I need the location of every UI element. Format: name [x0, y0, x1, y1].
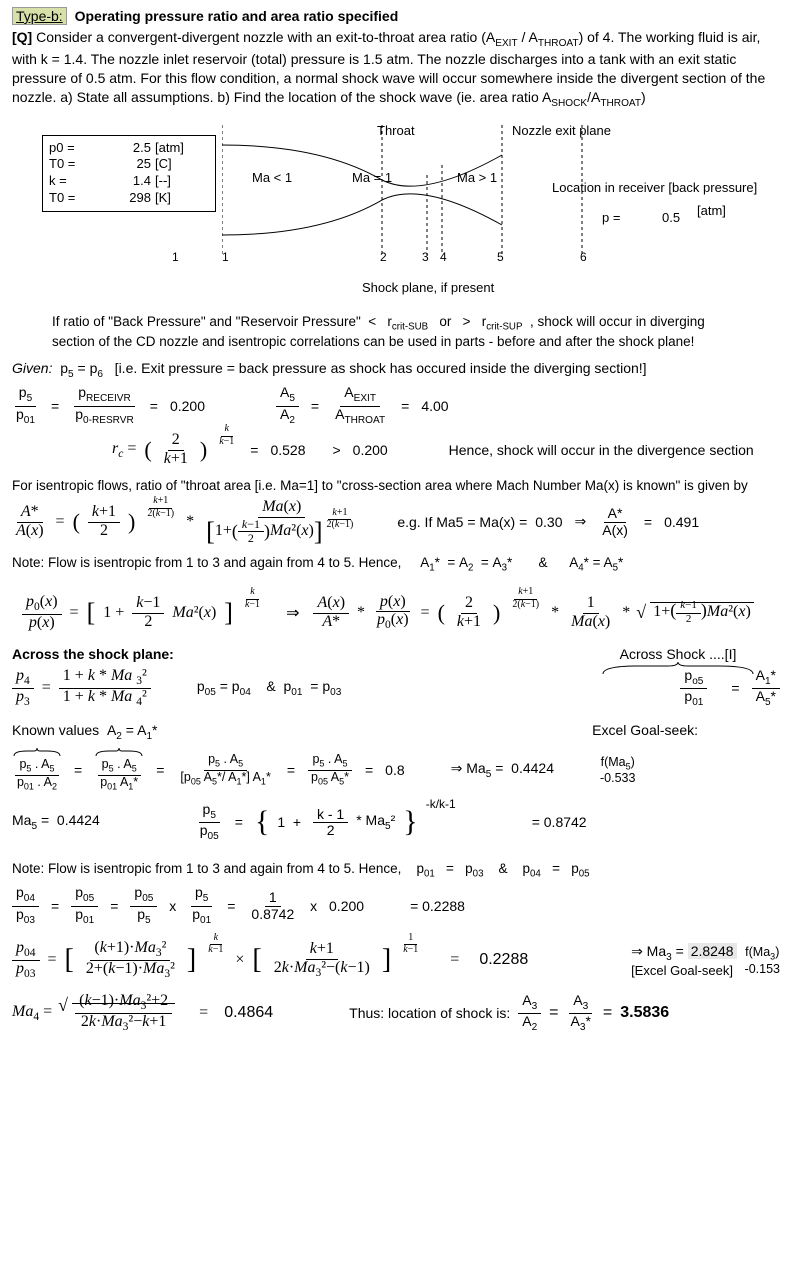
exit-label: Nozzle exit plane — [512, 123, 611, 138]
p-eq: p = — [602, 210, 620, 225]
given-label: Given: — [12, 360, 52, 376]
isentropic-note: For isentropic flows, ratio of "throat a… — [12, 478, 788, 493]
inp-v0: 2.5 — [91, 140, 155, 157]
inp-v2: 1.4 — [91, 173, 155, 190]
eg-arrow: ⇒ — [571, 513, 591, 530]
known-val: 0.8 — [385, 762, 404, 778]
st-1: 1 — [172, 250, 179, 264]
inp-u1: [C] — [155, 156, 200, 173]
isentropic-segments-note: Note: Flow is isentropic from 1 to 3 and… — [12, 555, 788, 574]
eg-res: 0.491 — [664, 514, 699, 530]
rc-ref: 0.200 — [353, 442, 403, 458]
ma-sub: Ma < 1 — [252, 170, 292, 185]
eq-p04-p03: p04p03 = p05p01 = p05p5 x p5p01 = 10.874… — [12, 885, 788, 926]
ma5-lhs: Ma5 = 0.4424 — [12, 812, 100, 832]
p04-res: = 0.2288 — [410, 898, 465, 914]
type-header: Type-b: Operating pressure ratio and are… — [12, 8, 788, 24]
across-shock-right: Across Shock ....[I] — [598, 646, 758, 679]
ma5-val: = 0.8742 — [532, 814, 587, 830]
p04-v1d: 0.8742 — [247, 907, 298, 922]
eg-mx: 0.30 — [535, 514, 562, 530]
across-shock-right-text: Across Shock ....[I] — [598, 646, 758, 662]
ma-sup: Ma > 1 — [457, 170, 497, 185]
rc-val: 0.528 — [270, 442, 320, 458]
eg-label: e.g. If Ma5 = Ma(x) = — [397, 514, 527, 530]
ma4-res: 3.5836 — [620, 1004, 669, 1022]
type-desc: Operating pressure ratio and area ratio … — [75, 8, 399, 24]
eq-p0-over-p: p0(x)p(x) = [ 1 + k−12 Ma²(x) ] kk−1 ⇒ A… — [22, 594, 788, 632]
p04-v2: 0.200 — [329, 898, 364, 914]
p04-v1n: 1 — [265, 890, 281, 907]
st-4: 4 — [440, 250, 447, 264]
nozzle-diagram: p0 =2.5[atm] T0 =25[C] k =1.4[--] T0 =29… — [22, 125, 782, 305]
known-values-row: Known values A2 = A1* Excel Goal-seek: — [12, 722, 788, 742]
rc-note: Hence, shock will occur in the divergenc… — [449, 442, 754, 458]
shock-condition-note: If ratio of "Back Pressure" and "Reservo… — [52, 313, 788, 352]
given-line: Given: p5 = p6 [i.e. Exit pressure = bac… — [12, 360, 788, 380]
eq-area-ratio-formula: A*A(x) = ( k+12 ) k+12(k−1) * Ma(x) [1+(… — [12, 499, 788, 545]
isen-note2-text: Note: Flow is isentropic from 1 to 3 and… — [12, 861, 401, 876]
ma3-res: 2.8248 — [688, 943, 737, 959]
known-fv: -0.533 — [600, 771, 635, 785]
throat-label: Throat — [377, 123, 415, 138]
inp-u2: [--] — [155, 173, 200, 190]
ma4-val: 0.4864 — [224, 1004, 273, 1022]
goal-seek-label: Excel Goal-seek: — [592, 722, 698, 738]
st-3: 3 — [422, 250, 429, 264]
eq-known-chain: p5 . A5p01 . A2 = p5 . A5p01 A1* = p5 . … — [12, 748, 788, 792]
eq-critical-ratio: rc = ( 2k+1 ) kk−1 = 0.528 > 0.200 Hence… — [112, 432, 788, 468]
shock-plane-label: Shock plane, if present — [362, 280, 494, 295]
p-val: 0.5 — [662, 210, 680, 225]
ma3-val: 0.2288 — [479, 951, 528, 969]
inp-k1: T0 = — [49, 156, 91, 173]
type-tag: Type-b: — [12, 7, 67, 25]
inp-k0: p0 = — [49, 140, 91, 157]
st-1b: 1 — [222, 250, 229, 264]
inp-v1: 25 — [91, 156, 155, 173]
question-tag: [Q] — [12, 29, 32, 45]
question-block: [Q] Consider a convergent-divergent nozz… — [12, 28, 788, 111]
known-label: Known values A2 = A1* — [12, 722, 158, 742]
eq-ma4: Ma4 = (k−1)·Ma3²+22k·Ma3²−k+1 = 0.4864 T… — [12, 993, 788, 1034]
given-text: p5 = p6 [i.e. Exit pressure = back press… — [56, 360, 646, 376]
rc-cmp: > — [328, 442, 344, 458]
inp-u3: [K] — [155, 190, 200, 207]
isen-note-2: Note: Flow is isentropic from 1 to 3 and… — [12, 861, 788, 880]
ma-one: Ma = 1 — [352, 170, 392, 185]
eq1-v2: 4.00 — [421, 398, 471, 414]
input-table: p0 =2.5[atm] T0 =25[C] k =1.4[--] T0 =29… — [42, 135, 216, 213]
st-6: 6 — [580, 250, 587, 264]
loc-label: Location in receiver [back pressure] — [552, 180, 757, 195]
known-res: ⇒ Ma5 = 0.4424 — [451, 760, 554, 780]
ma3-gs: [Excel Goal-seek] — [631, 963, 736, 978]
eq-ma3-formula: p04p03 = [ (k+1)·Ma3²2+(k−1)·Ma3² ] kk−1… — [12, 940, 788, 981]
eq-ma5-p5p05: Ma5 = 0.4424 p5p05 = { 1 + k - 12 * Ma5²… — [12, 802, 788, 843]
st-5: 5 — [497, 250, 504, 264]
inp-k3: T0 = — [49, 190, 91, 207]
eq-pressure-area-ratio: p5p01 = pRECEIVRp0-RESRVR = 0.200 A5A2 =… — [12, 385, 788, 426]
eq1-v1: 0.200 — [170, 398, 220, 414]
ma3-fv: -0.153 — [745, 962, 780, 976]
p-unit: [atm] — [697, 203, 726, 218]
ma5-exp: -k/k-1 — [426, 797, 456, 811]
question-text: Consider a convergent-divergent nozzle w… — [12, 29, 765, 105]
shock-mid-text: p05 = p04 & p01 = p03 — [197, 678, 342, 698]
inp-v3: 298 — [91, 190, 155, 207]
known-f: f(Ma5) -0.533 — [600, 755, 635, 786]
nozzle-svg — [222, 125, 642, 285]
st-2: 2 — [380, 250, 387, 264]
ma4-txt: Thus: location of shock is: — [349, 1005, 510, 1021]
inp-k2: k = — [49, 173, 91, 190]
isen-note-text: Note: Flow is isentropic from 1 to 3 and… — [12, 555, 401, 570]
inp-u0: [atm] — [155, 140, 200, 157]
